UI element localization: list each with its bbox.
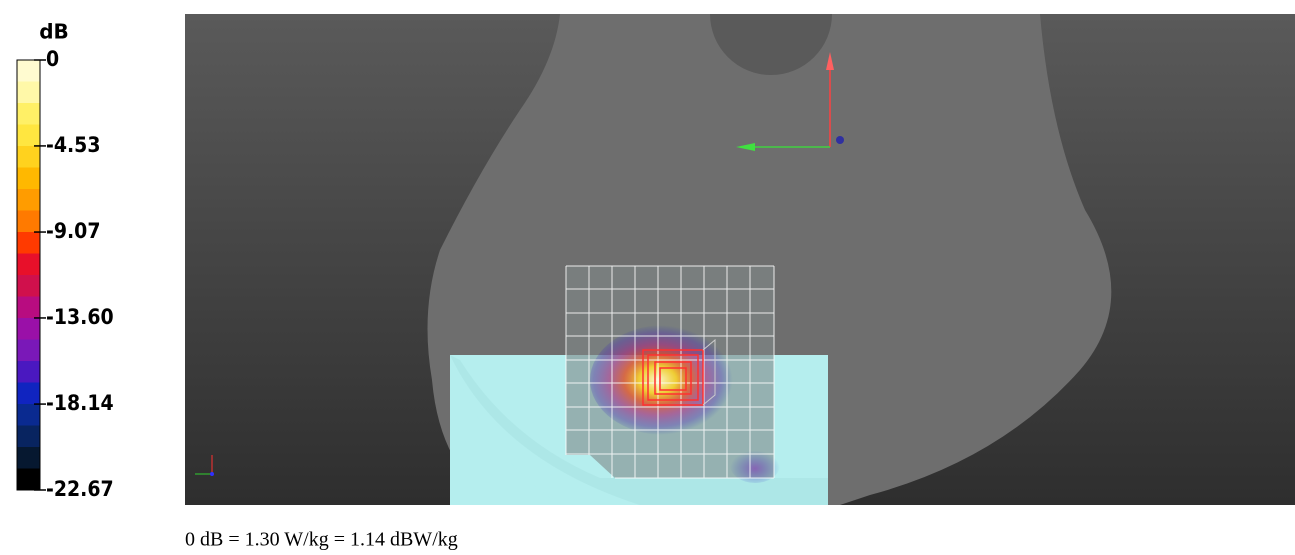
colorbar-frame: [16, 59, 41, 491]
tick-label: -9.07: [46, 219, 100, 243]
tick-label: -22.67: [46, 477, 114, 501]
color-band: [17, 146, 40, 168]
color-band: [17, 468, 40, 491]
color-band: [17, 275, 40, 297]
color-band: [17, 253, 40, 276]
tick-label: -18.14: [46, 391, 114, 415]
color-band: [17, 425, 40, 448]
color-band: [17, 296, 40, 319]
tick-label: -13.60: [46, 305, 114, 329]
colorbar: [17, 60, 40, 491]
color-band: [17, 404, 40, 426]
color-band: [17, 447, 40, 469]
color-band: [17, 124, 40, 147]
color-band: [17, 210, 40, 233]
color-band: [17, 232, 40, 254]
caption: 0 dB = 1.30 W/kg = 1.14 dBW/kg: [185, 529, 458, 550]
color-band: [17, 339, 40, 362]
color-band: [17, 382, 40, 405]
color-band: [17, 81, 40, 104]
color-band: [17, 60, 40, 82]
tick-label: -4.53: [46, 133, 100, 157]
color-band: [17, 189, 40, 211]
scene: [185, 14, 1295, 505]
color-band: [17, 103, 40, 125]
color-band: [17, 167, 40, 190]
color-band: [17, 318, 40, 340]
tick-label: 0: [46, 47, 59, 71]
color-band: [17, 361, 40, 383]
colorbar-title: dB: [39, 20, 69, 44]
